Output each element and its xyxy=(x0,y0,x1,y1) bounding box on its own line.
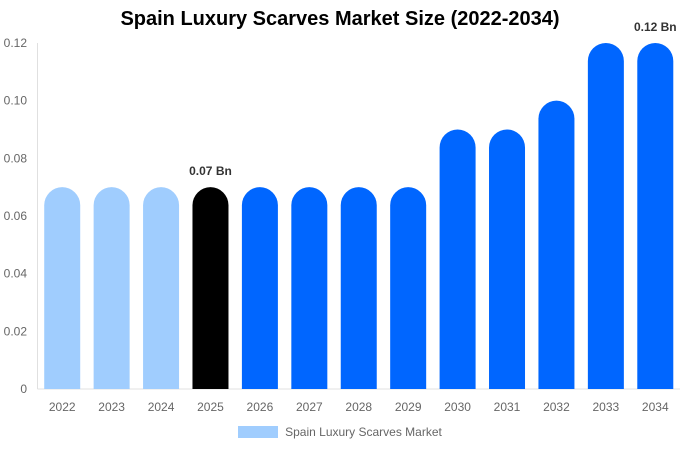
y-tick-label: 0.12 xyxy=(4,36,28,50)
legend[interactable]: Spain Luxury Scarves Market xyxy=(0,425,680,439)
y-tick-label: 0.04 xyxy=(4,267,28,281)
bar-2031 xyxy=(489,129,526,389)
x-tick-label: 2029 xyxy=(395,400,422,414)
x-tick-label: 2027 xyxy=(296,400,323,414)
legend-label: Spain Luxury Scarves Market xyxy=(285,425,442,439)
x-tick-label: 2034 xyxy=(642,400,669,414)
bar-2024 xyxy=(143,187,180,389)
bar-2025 xyxy=(192,187,229,389)
x-tick-label: 2033 xyxy=(593,400,620,414)
bar-2034 xyxy=(637,43,674,389)
bar-2022 xyxy=(44,187,81,389)
x-tick-label: 2031 xyxy=(494,400,521,414)
x-tick-label: 2030 xyxy=(444,400,471,414)
y-tick-label: 0 xyxy=(20,382,27,396)
legend-swatch xyxy=(238,426,279,438)
x-tick-label: 2024 xyxy=(148,400,175,414)
chart-title: Spain Luxury Scarves Market Size (2022-2… xyxy=(120,8,560,30)
bar-2023 xyxy=(93,187,130,389)
y-tick-label: 0.06 xyxy=(4,209,28,223)
bar-2026 xyxy=(241,187,278,389)
data-label: 0.12 Bn xyxy=(634,20,677,34)
bar-2032 xyxy=(538,100,575,389)
y-tick-label: 0.08 xyxy=(4,151,28,165)
bar-2033 xyxy=(587,43,624,389)
x-tick-label: 2023 xyxy=(98,400,125,414)
y-tick-label: 0.02 xyxy=(4,324,28,338)
x-tick-label: 2022 xyxy=(49,400,76,414)
y-tick-label: 0.10 xyxy=(4,94,28,108)
data-label: 0.07 Bn xyxy=(189,164,232,178)
bar-2027 xyxy=(291,187,328,389)
x-tick-label: 2028 xyxy=(345,400,372,414)
x-tick-label: 2025 xyxy=(197,400,224,414)
x-tick-label: 2026 xyxy=(247,400,274,414)
bar-2030 xyxy=(439,129,476,389)
x-tick-label: 2032 xyxy=(543,400,570,414)
bar-2029 xyxy=(390,187,427,389)
bar-2028 xyxy=(340,187,377,389)
